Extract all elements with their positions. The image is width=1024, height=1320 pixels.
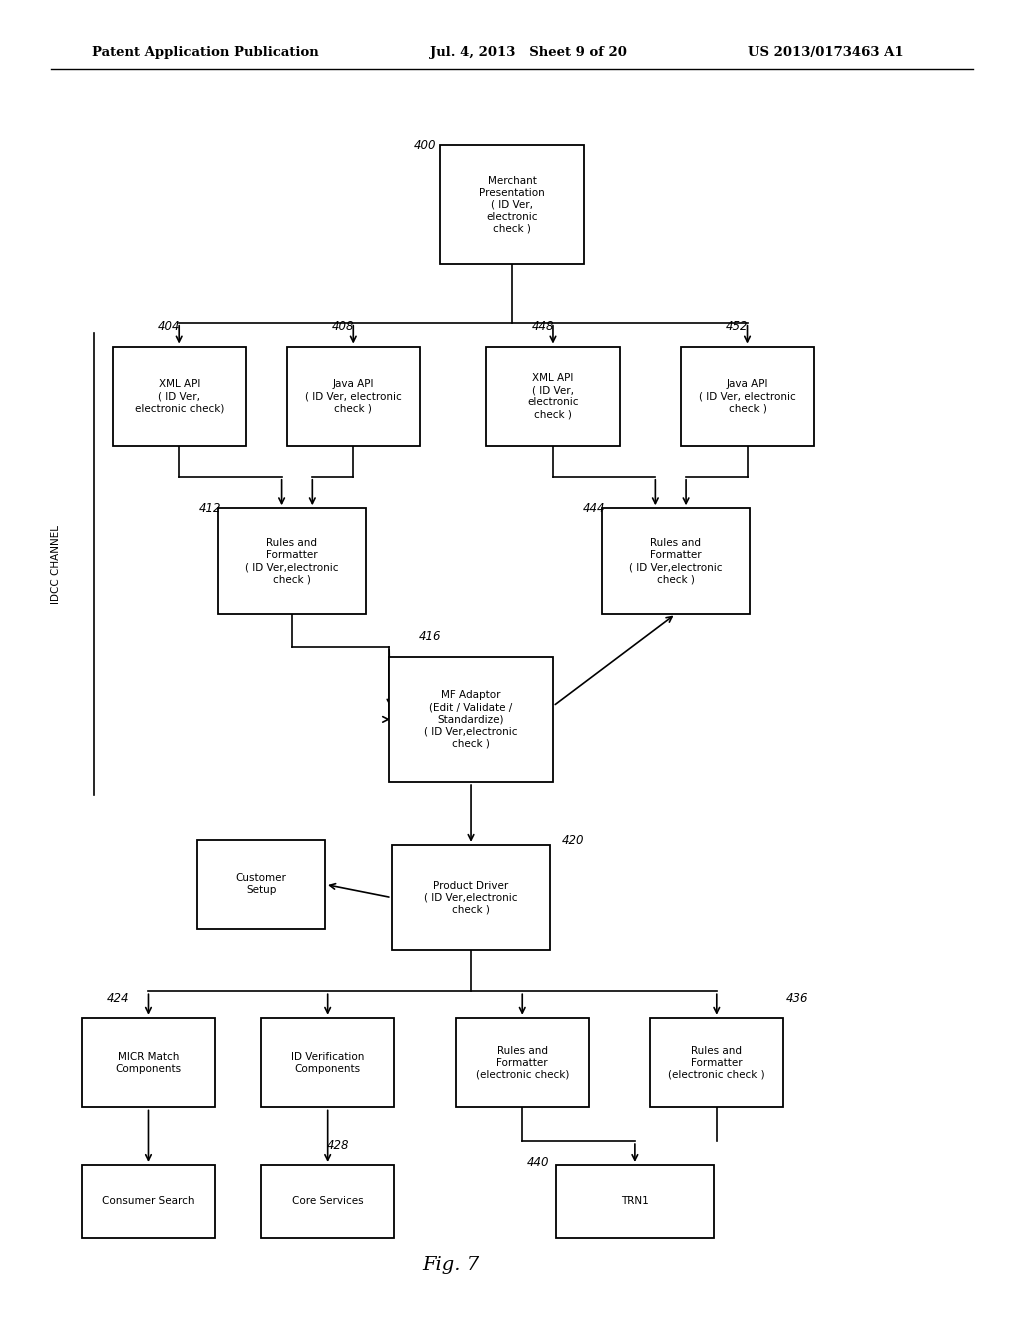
Text: Merchant
Presentation
( ID Ver,
electronic
check ): Merchant Presentation ( ID Ver, electron… [479, 176, 545, 234]
FancyBboxPatch shape [440, 145, 584, 264]
FancyBboxPatch shape [486, 347, 620, 446]
Text: 452: 452 [726, 321, 749, 334]
Text: MICR Match
Components: MICR Match Components [116, 1052, 181, 1073]
FancyBboxPatch shape [287, 347, 420, 446]
Text: 400: 400 [414, 139, 436, 152]
Text: ID Verification
Components: ID Verification Components [291, 1052, 365, 1073]
FancyBboxPatch shape [217, 508, 366, 614]
Text: 416: 416 [419, 631, 441, 643]
Text: 440: 440 [526, 1156, 549, 1170]
Text: Consumer Search: Consumer Search [102, 1196, 195, 1206]
Text: XML API
( ID Ver,
electronic
check ): XML API ( ID Ver, electronic check ) [527, 374, 579, 418]
Text: Jul. 4, 2013   Sheet 9 of 20: Jul. 4, 2013 Sheet 9 of 20 [430, 46, 627, 59]
Text: 444: 444 [583, 502, 605, 515]
FancyBboxPatch shape [261, 1166, 394, 1238]
Text: Rules and
Formatter
(electronic check ): Rules and Formatter (electronic check ) [669, 1045, 765, 1080]
FancyBboxPatch shape [82, 1166, 215, 1238]
FancyBboxPatch shape [456, 1018, 589, 1107]
Text: Product Driver
( ID Ver,electronic
check ): Product Driver ( ID Ver,electronic check… [424, 880, 518, 915]
FancyBboxPatch shape [602, 508, 750, 614]
FancyBboxPatch shape [650, 1018, 783, 1107]
Text: Rules and
Formatter
( ID Ver,electronic
check ): Rules and Formatter ( ID Ver,electronic … [245, 539, 339, 583]
Text: TRN1: TRN1 [621, 1196, 649, 1206]
Text: Java API
( ID Ver, electronic
check ): Java API ( ID Ver, electronic check ) [305, 379, 401, 413]
Text: Fig. 7: Fig. 7 [422, 1255, 479, 1274]
Text: Rules and
Formatter
(electronic check): Rules and Formatter (electronic check) [475, 1045, 569, 1080]
Text: 420: 420 [562, 834, 585, 847]
FancyBboxPatch shape [391, 845, 551, 950]
Text: Core Services: Core Services [292, 1196, 364, 1206]
FancyBboxPatch shape [113, 347, 246, 446]
Text: Customer
Setup: Customer Setup [236, 874, 287, 895]
Text: XML API
( ID Ver,
electronic check): XML API ( ID Ver, electronic check) [134, 379, 224, 413]
FancyBboxPatch shape [197, 840, 326, 929]
FancyBboxPatch shape [555, 1166, 715, 1238]
Text: 408: 408 [332, 321, 354, 334]
FancyBboxPatch shape [681, 347, 814, 446]
Text: 404: 404 [158, 321, 180, 334]
Text: US 2013/0173463 A1: US 2013/0173463 A1 [748, 46, 903, 59]
Text: MF Adaptor
(Edit / Validate /
Standardize)
( ID Ver,electronic
check ): MF Adaptor (Edit / Validate / Standardiz… [424, 690, 518, 748]
Text: 424: 424 [106, 991, 129, 1005]
FancyBboxPatch shape [389, 656, 553, 781]
Text: IDCC CHANNEL: IDCC CHANNEL [51, 525, 61, 603]
Text: 428: 428 [327, 1139, 349, 1151]
Text: Rules and
Formatter
( ID Ver,electronic
check ): Rules and Formatter ( ID Ver,electronic … [629, 539, 723, 583]
Text: 412: 412 [199, 502, 221, 515]
Text: Patent Application Publication: Patent Application Publication [92, 46, 318, 59]
FancyBboxPatch shape [82, 1018, 215, 1107]
FancyBboxPatch shape [261, 1018, 394, 1107]
Text: 448: 448 [531, 321, 554, 334]
Text: 436: 436 [785, 991, 808, 1005]
Text: Java API
( ID Ver, electronic
check ): Java API ( ID Ver, electronic check ) [699, 379, 796, 413]
